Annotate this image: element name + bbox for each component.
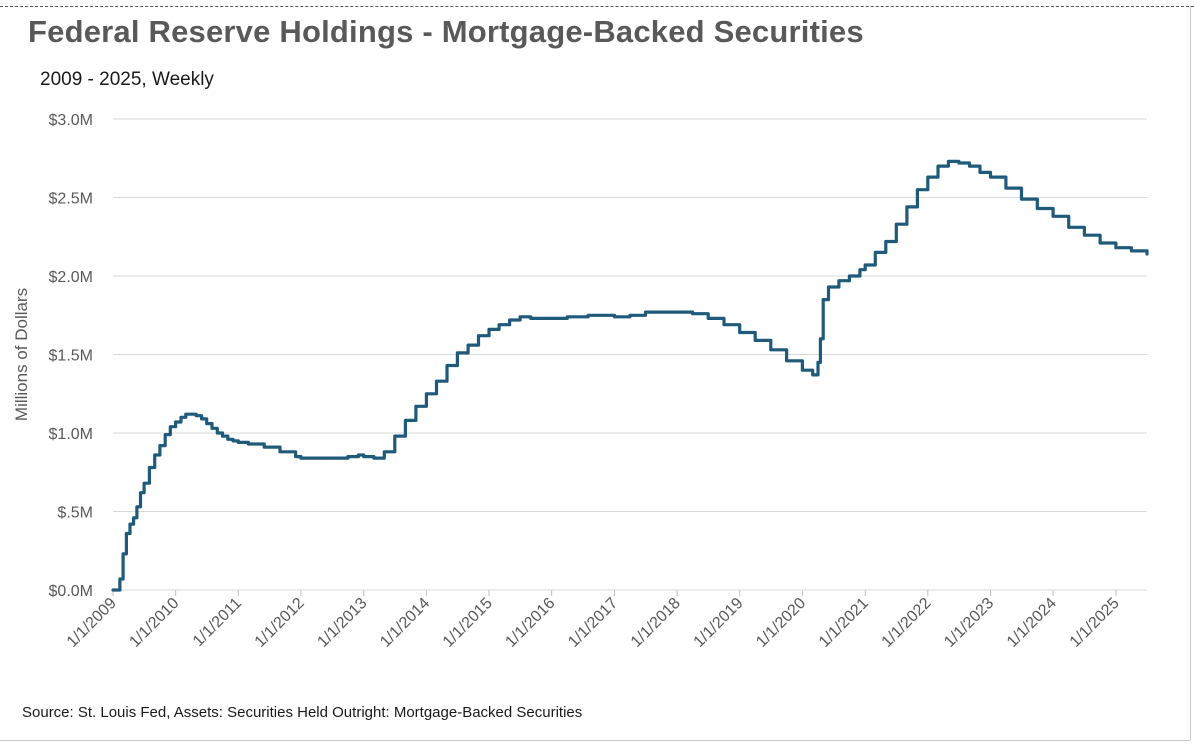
y-tick-label: $1.5M [49, 348, 93, 365]
x-tick-label: 1/1/2021 [816, 595, 872, 651]
y-tick-label: $.5M [57, 505, 93, 522]
y-axis-title: Millions of Dollars [12, 288, 31, 421]
x-tick-label: 1/1/2013 [315, 595, 371, 651]
y-tick-label: $3.0M [49, 112, 93, 129]
x-tick-label: 1/1/2025 [1067, 595, 1123, 651]
x-tick-label: 1/1/2023 [941, 595, 997, 651]
gridlines [113, 118, 1147, 591]
x-tick-label: 1/1/2009 [64, 595, 120, 651]
frame-top-border [0, 6, 1194, 7]
x-tick-label: 1/1/2014 [377, 595, 433, 651]
x-tick-label: 1/1/2016 [502, 595, 558, 651]
x-tick-label: 1/1/2018 [628, 595, 684, 651]
y-axis-ticks: $0.0M $.5M $1.0M $1.5M $2.0M $2.5M $3.0M [49, 112, 93, 600]
x-axis-ticks: 1/1/2009 1/1/2010 1/1/2011 1/1/2012 1/1/2013… [64, 590, 1123, 651]
y-tick-label: $0.0M [49, 583, 93, 600]
chart-subtitle: 2009 - 2025, Weekly [40, 69, 214, 90]
y-tick-label: $2.0M [49, 269, 93, 286]
y-tick-label: $1.0M [49, 426, 93, 443]
x-tick-label: 1/1/2017 [565, 595, 621, 651]
x-tick-label: 1/1/2020 [753, 595, 809, 651]
frame-bottom-border [0, 740, 1190, 741]
x-tick-label: 1/1/2010 [126, 595, 182, 651]
frame-right-border [1190, 6, 1191, 740]
series-line-mbs-holdings [111, 159, 1149, 592]
x-tick-label: 1/1/2024 [1004, 595, 1060, 651]
source-note: Source: St. Louis Fed, Assets: Securitie… [22, 704, 583, 721]
x-tick-label: 1/1/2012 [252, 595, 308, 651]
x-tick-label: 1/1/2022 [879, 595, 935, 651]
x-tick-label: 1/1/2019 [691, 595, 747, 651]
x-tick-label: 1/1/2015 [440, 595, 496, 651]
chart-title: Federal Reserve Holdings - Mortgage-Back… [28, 14, 864, 49]
series-group [111, 159, 1149, 592]
x-tick-label: 1/1/2011 [190, 595, 245, 650]
y-tick-label: $2.5M [49, 191, 93, 208]
